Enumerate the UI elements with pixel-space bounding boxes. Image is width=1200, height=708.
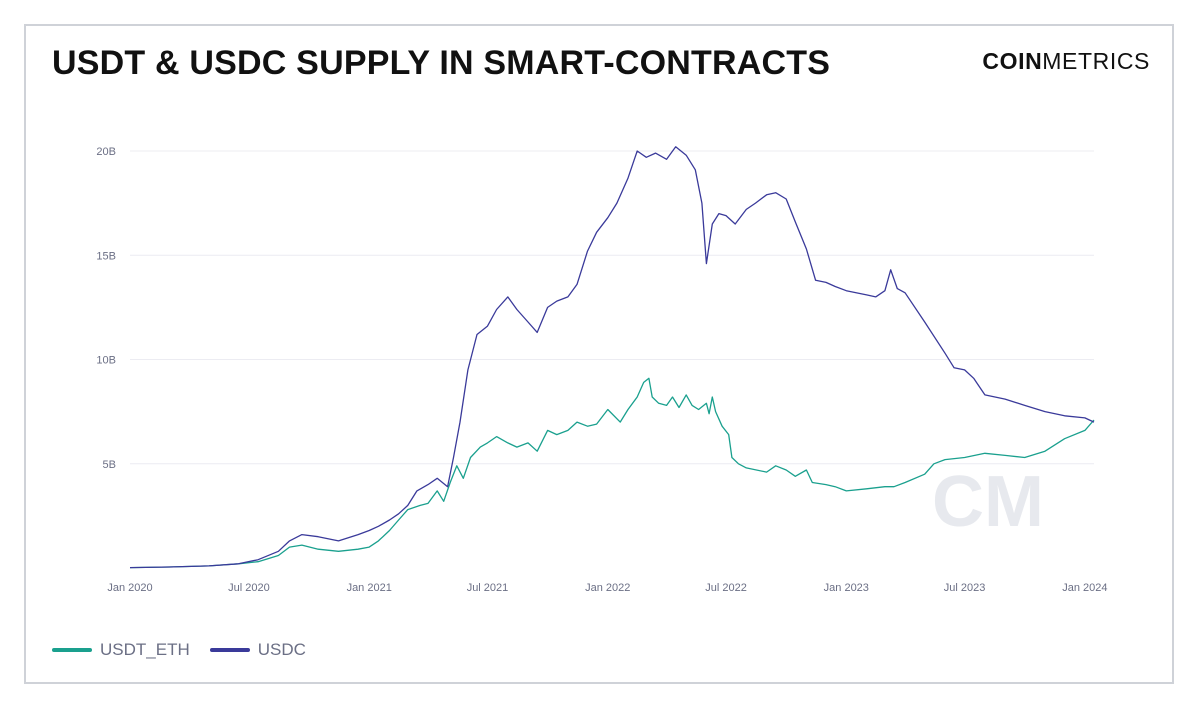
- legend-label-usdc: USDC: [257, 640, 306, 659]
- x-tick-label: Jan 2022: [585, 582, 630, 594]
- x-tick-label: Jul 2020: [228, 582, 270, 594]
- legend-item-usdt-eth[interactable]: USDT_ETH: [52, 640, 190, 660]
- x-tick-label: Jan 2024: [1062, 582, 1107, 594]
- legend-swatch-usdt-eth: [52, 648, 92, 652]
- y-axis-ticks: 5B 10B 15B 20B: [96, 146, 116, 471]
- x-tick-label: Jul 2021: [467, 582, 509, 594]
- y-tick-label: 20B: [96, 146, 116, 158]
- x-tick-label: Jul 2023: [944, 582, 986, 594]
- gridlines: [130, 150, 1094, 465]
- chart-card: USDT & USDC SUPPLY IN SMART-CONTRACTS CO…: [24, 24, 1174, 684]
- chart-legend: USDT_ETH USDC: [52, 640, 306, 660]
- legend-item-usdc[interactable]: USDC: [209, 640, 306, 660]
- x-tick-label: Jan 2023: [824, 582, 869, 594]
- logo-bold-text: COIN: [982, 48, 1043, 74]
- y-tick-label: 10B: [96, 355, 116, 367]
- chart-title: USDT & USDC SUPPLY IN SMART-CONTRACTS: [52, 44, 831, 82]
- legend-label-usdt-eth: USDT_ETH: [100, 640, 190, 659]
- x-tick-label: Jul 2022: [705, 582, 747, 594]
- y-tick-label: 15B: [96, 250, 116, 262]
- series-line-usdt-eth: [129, 377, 1095, 569]
- logo-light-text: METRICS: [1042, 48, 1150, 74]
- x-tick-label: Jan 2021: [347, 582, 392, 594]
- x-tick-label: Jan 2020: [107, 582, 152, 594]
- series-line-usdc: [129, 146, 1095, 569]
- watermark-logo: CM: [932, 462, 1044, 542]
- legend-swatch-usdc: [209, 648, 250, 652]
- series-lines: [129, 146, 1095, 569]
- coinmetrics-logo: COINMETRICS: [982, 48, 1150, 75]
- y-tick-label: 5B: [103, 459, 116, 471]
- x-axis-ticks: Jan 2020 Jul 2020 Jan 2021 Jul 2021 Jan 2022…: [107, 582, 1107, 594]
